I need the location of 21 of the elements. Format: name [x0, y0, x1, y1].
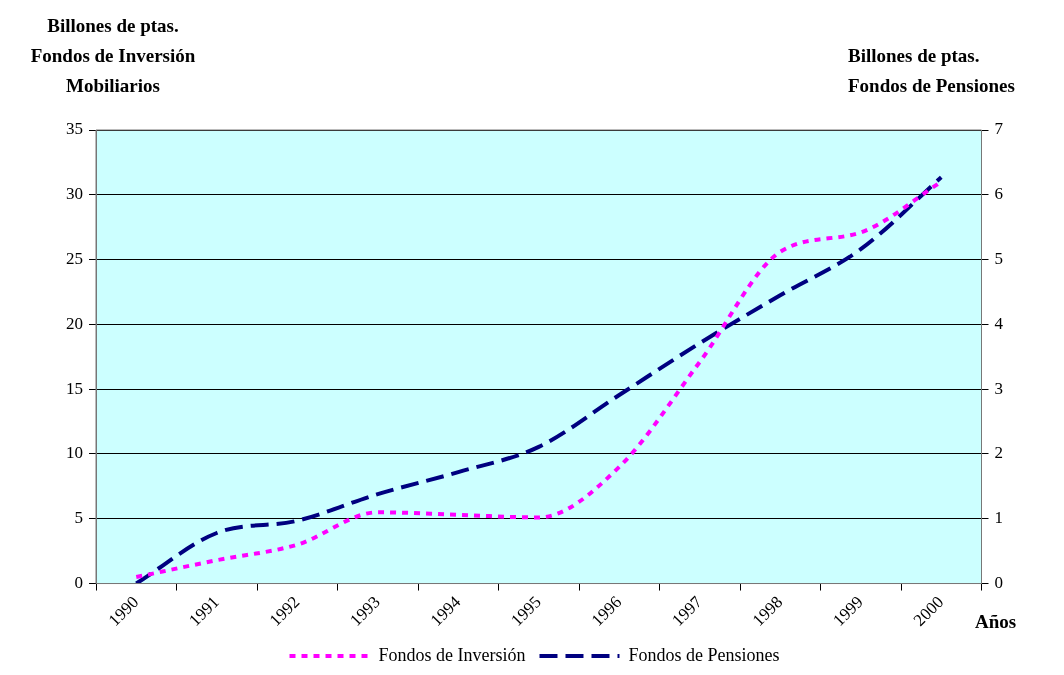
y2-axis-title: Billones de ptas. Fondos de Pensiones	[848, 45, 1015, 96]
y2-tick-label: 1	[994, 508, 1003, 528]
y2-tick-label: 2	[994, 443, 1003, 463]
y-tick-label: 15	[66, 378, 83, 398]
y2-tick-label: 6	[994, 184, 1003, 204]
y-tick-label: 25	[66, 249, 83, 269]
y2-tick-label: 4	[994, 313, 1004, 333]
y2-tick-label: 3	[994, 378, 1003, 398]
y-tick-label: 10	[66, 443, 83, 463]
y2-tick-label: 0	[994, 573, 1003, 592]
y-tick-label: 30	[66, 184, 83, 204]
y-axis-title: Billones de ptas. Fondos de Inversión Mobiliarios	[30, 15, 196, 96]
y-tick-label: 20	[66, 313, 83, 333]
x-axis-title: Años	[975, 611, 1017, 632]
y2-tick-label: 7	[994, 119, 1004, 139]
y-tick-label: 5	[74, 508, 83, 528]
y-tick-label: 0	[74, 573, 83, 592]
y-tick-label: 35	[66, 119, 83, 139]
legend-label: Fondos de Pensiones	[628, 644, 780, 665]
y2-tick-label: 5	[994, 249, 1003, 269]
legend-label: Fondos de Inversión	[378, 644, 526, 665]
